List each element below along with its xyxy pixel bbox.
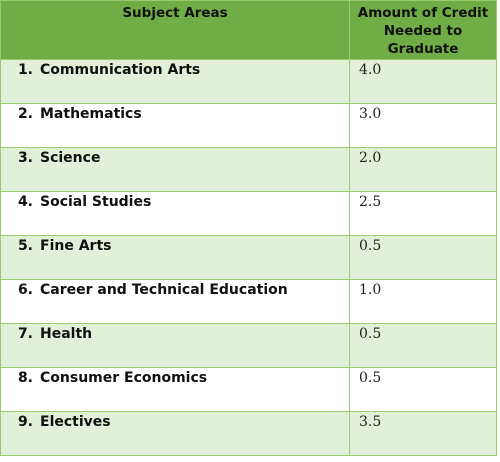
credit-value: 1.0 (349, 279, 497, 324)
credit-value: 2.0 (349, 147, 497, 192)
table-row: 1. Communication Arts 4.0 (0, 59, 497, 104)
credit-value: 3.0 (349, 103, 497, 148)
row-number: 6. (17, 282, 33, 298)
table-row: 4. Social Studies 2.5 (0, 191, 497, 236)
subject-cell: 5. Fine Arts (0, 235, 350, 280)
credit-value: 3.5 (349, 411, 497, 456)
credit-value: 4.0 (349, 59, 497, 104)
subject-cell: 7. Health (0, 323, 350, 368)
subject-name: Health (40, 326, 93, 342)
subject-cell: 6. Career and Technical Education (0, 279, 350, 324)
row-number: 7. (17, 326, 33, 342)
subject-name: Electives (40, 414, 111, 430)
subject-name: Fine Arts (40, 238, 112, 254)
table-row: 3. Science 2.0 (0, 147, 497, 192)
table-row: 5. Fine Arts 0.5 (0, 235, 497, 280)
table-row: 9. Electives 3.5 (0, 411, 497, 456)
credit-value: 0.5 (349, 323, 497, 368)
subject-name: Career and Technical Education (40, 282, 288, 298)
subject-cell: 8. Consumer Economics (0, 367, 350, 412)
credit-value: 0.5 (349, 235, 497, 280)
subject-name: Social Studies (40, 194, 152, 210)
row-number: 9. (17, 414, 33, 430)
subject-cell: 1. Communication Arts (0, 59, 350, 104)
header-row: Subject Areas Amount of Credit Needed to… (0, 0, 497, 60)
row-number: 4. (17, 194, 33, 210)
credit-value: 2.5 (349, 191, 497, 236)
subject-name: Science (40, 150, 101, 166)
table-row: 8. Consumer Economics 0.5 (0, 367, 497, 412)
row-number: 3. (17, 150, 33, 166)
row-number: 1. (17, 62, 33, 78)
row-number: 5. (17, 238, 33, 254)
subject-cell: 3. Science (0, 147, 350, 192)
subject-name: Consumer Economics (40, 370, 208, 386)
row-number: 8. (17, 370, 33, 386)
header-credit-needed: Amount of Credit Needed to Graduate (349, 0, 497, 60)
table-row: 2. Mathematics 3.0 (0, 103, 497, 148)
header-subject-areas: Subject Areas (0, 0, 350, 60)
subject-name: Communication Arts (40, 62, 201, 78)
subject-cell: 4. Social Studies (0, 191, 350, 236)
subject-name: Mathematics (40, 106, 142, 122)
table-row: 6. Career and Technical Education 1.0 (0, 279, 497, 324)
row-number: 2. (17, 106, 33, 122)
subject-cell: 9. Electives (0, 411, 350, 456)
table-row: 7. Health 0.5 (0, 323, 497, 368)
subject-cell: 2. Mathematics (0, 103, 350, 148)
credit-value: 0.5 (349, 367, 497, 412)
